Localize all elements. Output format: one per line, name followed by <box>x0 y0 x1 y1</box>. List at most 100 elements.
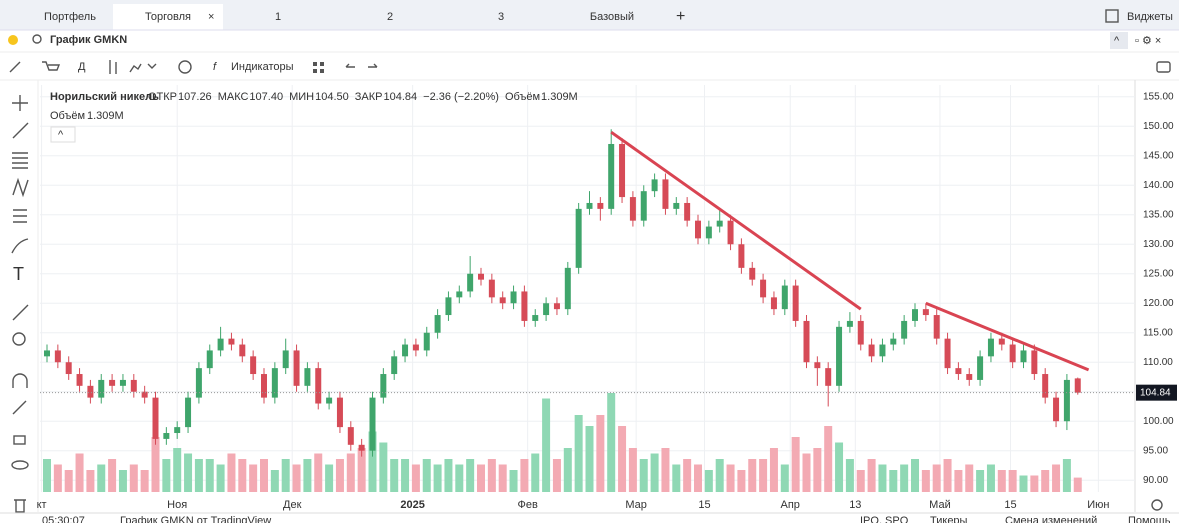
ruler-tool[interactable] <box>12 304 29 321</box>
pen-icon[interactable] <box>9 61 21 73</box>
cart-icon[interactable] <box>42 61 61 71</box>
candle-body <box>488 279 495 298</box>
candle-body <box>597 202 604 209</box>
candle-body <box>271 368 278 398</box>
add-tab[interactable]: + <box>676 8 685 25</box>
volume-bar <box>618 426 627 492</box>
magnet-tool[interactable] <box>12 373 28 388</box>
camera-icon[interactable] <box>1156 61 1171 73</box>
line-tool[interactable] <box>12 122 29 139</box>
collapse-legend[interactable] <box>50 126 76 143</box>
candle-body <box>1031 350 1038 375</box>
candle-body <box>781 285 788 310</box>
collapse-button[interactable] <box>1110 32 1128 49</box>
pattern-tool[interactable] <box>12 177 29 198</box>
delete-tool[interactable] <box>14 499 26 513</box>
y-tick-label: 120.00 <box>1143 298 1174 309</box>
volume-bar <box>194 459 203 492</box>
tab[interactable]: Портфель <box>44 11 96 23</box>
volume-bar <box>976 470 985 492</box>
volume-bar <box>672 464 681 492</box>
volume-bar <box>1062 459 1071 492</box>
volume-bar <box>1008 470 1017 492</box>
trendline <box>925 301 1090 372</box>
volume-bar <box>411 464 420 492</box>
crosshair-tool[interactable] <box>12 95 28 111</box>
search-field[interactable]: График GMKN <box>50 34 127 46</box>
status-source[interactable]: График GMKN от TradingView <box>120 515 271 523</box>
fib-tool[interactable] <box>12 152 28 169</box>
close-tab[interactable]: × <box>208 11 214 23</box>
last-price-label: 104.84 <box>1140 387 1171 398</box>
candle-body <box>456 291 463 298</box>
volume-bar <box>780 464 789 492</box>
tab[interactable]: 1 <box>275 11 281 23</box>
status-link[interactable]: IPO, SPO <box>860 515 909 523</box>
visibility-tool[interactable] <box>11 460 29 470</box>
text-tool[interactable]: T <box>13 264 24 284</box>
volume-bar <box>260 459 268 492</box>
volume-bar <box>368 431 377 492</box>
tab[interactable]: Базовый <box>590 11 634 23</box>
candle-body <box>315 368 322 404</box>
volume-bar <box>162 459 171 492</box>
y-tick-label: 115.00 <box>1143 327 1173 338</box>
x-tick-label: 13 <box>849 499 861 511</box>
legend-label: ЗАКР <box>355 91 383 103</box>
candle-body <box>1074 378 1081 393</box>
candle-body <box>629 197 636 221</box>
volume-bar <box>835 442 844 492</box>
candle-body <box>467 273 474 292</box>
fx-icon: f <box>213 61 217 73</box>
tab[interactable]: 3 <box>498 11 504 23</box>
candle-body <box>651 179 658 192</box>
indicators-button[interactable]: Индикаторы <box>231 61 294 73</box>
settings-icon[interactable] <box>1151 499 1163 511</box>
legend-value: 104.50 <box>315 91 349 103</box>
candle-body <box>130 379 137 392</box>
y-tick-label: 135.00 <box>1143 209 1174 220</box>
volume-bar <box>390 459 399 492</box>
volume-bar <box>292 464 301 492</box>
y-tick-label: 155.00 <box>1143 91 1174 102</box>
lock-tool[interactable] <box>13 435 26 445</box>
lock-draw-tool[interactable] <box>12 400 27 415</box>
volume-bar <box>552 459 561 492</box>
candle-body <box>977 356 984 380</box>
status-link[interactable]: Смена изменений <box>1005 515 1097 523</box>
volume-value: 1.309M <box>87 110 124 122</box>
layout-icon[interactable] <box>313 62 324 73</box>
candle-body <box>250 356 257 375</box>
active-tab[interactable] <box>113 4 223 30</box>
undo-redo[interactable] <box>345 63 378 68</box>
window-icons[interactable]: ▫ ⚙ × <box>1135 35 1161 47</box>
candle-body <box>857 320 864 345</box>
volume-bar <box>683 459 692 492</box>
status-link[interactable]: Тикеры <box>930 515 968 523</box>
candle-body <box>98 379 105 398</box>
brush-tool[interactable] <box>11 238 29 254</box>
zoom-tool[interactable] <box>12 332 26 346</box>
candle-body <box>922 309 929 316</box>
candle-body <box>228 338 235 345</box>
candle-body <box>119 379 126 386</box>
status-link[interactable]: Помощь <box>1128 515 1171 523</box>
candle-body <box>239 344 246 357</box>
widgets-button[interactable]: Виджеты <box>1127 11 1173 23</box>
tab[interactable]: 2 <box>387 11 393 23</box>
volume-bar <box>694 464 702 492</box>
projection-tool[interactable] <box>13 209 27 223</box>
period-button[interactable]: Д <box>78 61 86 73</box>
candle-body <box>760 279 767 298</box>
tab[interactable]: Торговля <box>145 11 191 23</box>
collapse-icon: ^ <box>1114 35 1120 47</box>
candle-body <box>879 344 886 357</box>
volume-bar <box>1030 475 1039 492</box>
candle-body <box>868 344 875 357</box>
chart-type-icon[interactable] <box>109 60 142 74</box>
dropdown-icon[interactable] <box>147 63 157 69</box>
volume-bar <box>249 464 258 492</box>
add-icon[interactable] <box>178 60 192 74</box>
x-tick-label: Мар <box>625 499 647 511</box>
candle-body <box>673 202 680 209</box>
